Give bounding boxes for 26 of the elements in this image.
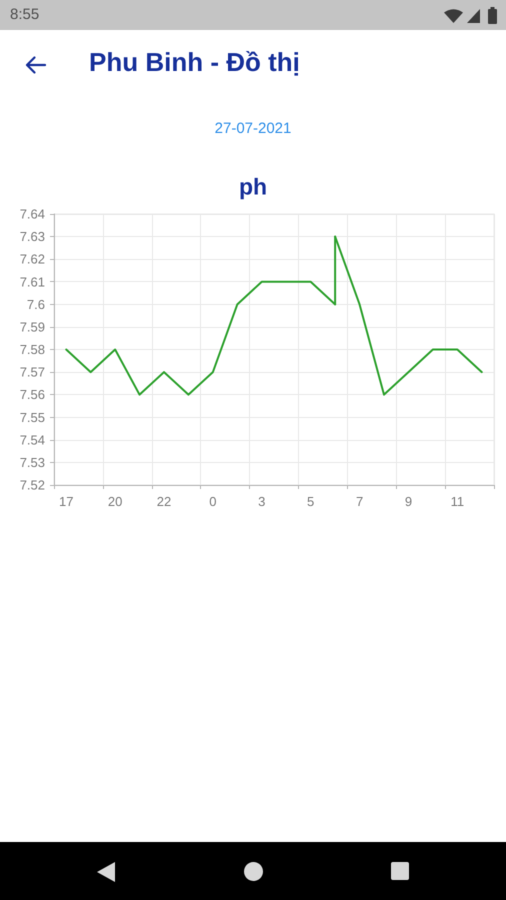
x-tick-label: 0 [209, 494, 217, 509]
y-tick-label: 7.54 [20, 432, 45, 448]
y-tick-label: 7.57 [20, 364, 45, 380]
text: Phu Binh - Đồ thị [89, 47, 300, 78]
x-tick-label: 11 [450, 494, 464, 509]
x-tick-label: 9 [404, 494, 412, 509]
x-tick-label: 3 [258, 494, 266, 509]
x-tick-label: 7 [356, 494, 364, 509]
y-tick-label: 7.59 [20, 319, 45, 334]
x-tick-label: 5 [307, 494, 314, 509]
y-tick-label: 7.53 [20, 454, 45, 470]
text: 8:55 [10, 6, 40, 24]
y-tick-label: 7.56 [20, 387, 45, 402]
y-tick-label: 7.55 [20, 410, 45, 425]
y-tick-label: 7.61 [20, 274, 45, 290]
x-tick-label: 17 [58, 494, 74, 509]
x-tick-label: 20 [108, 494, 122, 509]
y-tick-label: 7.58 [20, 342, 45, 357]
y-tick-label: 7.6 [26, 296, 45, 312]
chart-title: ph [238, 174, 268, 200]
x-tick-label: 22 [156, 494, 172, 509]
y-tick-label: 7.52 [20, 478, 45, 492]
y-tick-label: 7.64 [20, 206, 45, 222]
y-tick-label: 7.62 [20, 252, 45, 267]
chart-subtitle: 27-07-2021 [214, 120, 292, 137]
y-tick-label: 7.63 [20, 229, 45, 244]
